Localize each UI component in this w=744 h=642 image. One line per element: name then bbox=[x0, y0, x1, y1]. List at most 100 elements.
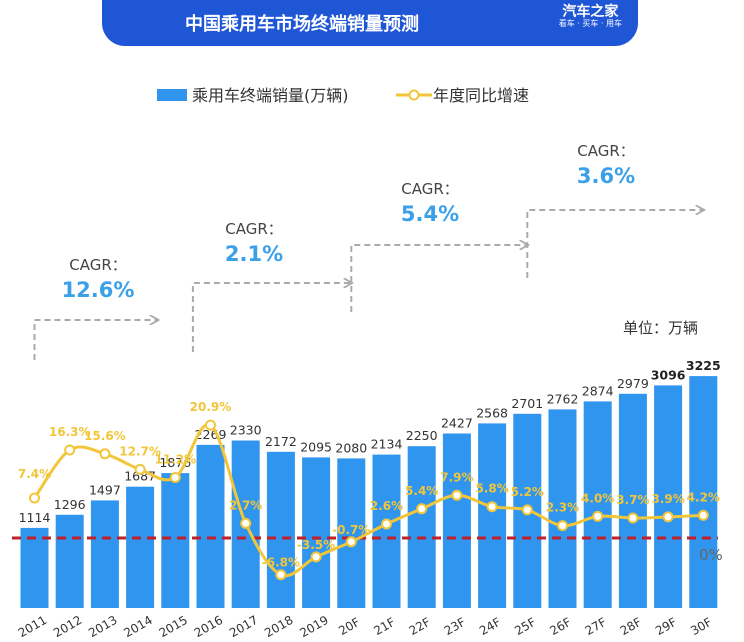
growth-value-label: 15.6% bbox=[84, 429, 126, 443]
x-tick-label: 2017 bbox=[227, 613, 260, 640]
x-tick-label: 2011 bbox=[16, 613, 49, 640]
cagr-label: CAGR： bbox=[69, 256, 127, 274]
bar-2012 bbox=[55, 514, 84, 608]
growth-value-label: 4.2% bbox=[687, 490, 720, 504]
growth-value-label: 2.3% bbox=[546, 501, 579, 515]
cagr-step-1 bbox=[33, 320, 158, 360]
bar-value-label: 2568 bbox=[476, 405, 508, 420]
growth-value-label: 5.2% bbox=[511, 485, 544, 499]
legend: 乘用车终端销量(万辆) 年度同比增速 bbox=[157, 86, 529, 105]
growth-point-2030F bbox=[697, 509, 709, 521]
growth-point-2019 bbox=[310, 551, 322, 563]
growth-point-2021F bbox=[381, 518, 392, 530]
bar-2026F bbox=[548, 409, 577, 608]
cagr-annotations: CAGR： 12.6% CAGR： 2.1% CAGR： 5.4% CAGR： 3.6% bbox=[33, 142, 704, 360]
x-tick-label: 2014 bbox=[121, 613, 154, 640]
logo-main-text: 汽车之家 bbox=[562, 4, 619, 20]
cagr-label: CAGR： bbox=[401, 180, 459, 198]
bar-2013 bbox=[90, 500, 119, 608]
bar-value-label: 2134 bbox=[371, 437, 403, 452]
growth-value-label: -6.8% bbox=[262, 556, 300, 570]
bar-2029F bbox=[654, 385, 683, 608]
x-tick-label: 2019 bbox=[297, 613, 330, 640]
growth-value-label: 7.4% bbox=[18, 467, 51, 481]
growth-point-2018 bbox=[275, 569, 287, 581]
x-tick-label: 21F bbox=[371, 615, 397, 638]
growth-value-label: -0.7% bbox=[332, 523, 370, 537]
x-tick-label: 2013 bbox=[86, 613, 119, 640]
x-tick-label: 2015 bbox=[157, 613, 190, 640]
bar-2027F bbox=[583, 401, 612, 608]
bar-2021F bbox=[372, 454, 401, 608]
growth-point-2024F bbox=[486, 501, 498, 513]
logo-sub-text: 看车 · 买车 · 用车 bbox=[558, 19, 622, 29]
autohome-logo: 汽车之家 看车 · 买车 · 用车 bbox=[558, 4, 622, 29]
bar-value-label: 2095 bbox=[300, 439, 332, 454]
growth-point-2015 bbox=[169, 472, 181, 483]
growth-value-label: -3.5% bbox=[297, 538, 335, 552]
x-tick-label: 2018 bbox=[262, 613, 295, 640]
growth-value-label: 3.9% bbox=[651, 492, 684, 506]
x-tick-label: 28F bbox=[618, 615, 644, 638]
bar-2019 bbox=[302, 457, 331, 608]
cagr-label: CAGR： bbox=[577, 142, 635, 160]
growth-point-2014 bbox=[134, 463, 146, 475]
cagr-value: 2.1% bbox=[225, 242, 283, 266]
growth-value-label: 3.7% bbox=[616, 493, 649, 507]
x-tick-label: 24F bbox=[477, 615, 503, 638]
growth-value-label: 2.7% bbox=[229, 498, 262, 512]
cagr-label: CAGR： bbox=[225, 220, 283, 238]
x-tick-label: 26F bbox=[547, 615, 573, 638]
cagr-value: 5.4% bbox=[401, 202, 459, 226]
x-tick-label: 20F bbox=[336, 615, 362, 638]
bar-2022F bbox=[407, 446, 436, 608]
growth-value-label: 16.3% bbox=[49, 425, 91, 439]
bar-value-label: 2427 bbox=[441, 416, 473, 431]
growth-point-2017 bbox=[240, 517, 252, 529]
bar-value-label: 1296 bbox=[54, 497, 86, 512]
title-banner: 中国乘用车市场终端销量预测 汽车之家 看车 · 买车 · 用车 bbox=[102, 0, 638, 46]
bar-2014 bbox=[126, 486, 155, 608]
growth-point-2026F bbox=[557, 520, 568, 532]
x-tick-label: 2012 bbox=[51, 613, 84, 640]
x-tick-label: 22F bbox=[407, 615, 433, 638]
growth-value-label: 7.9% bbox=[440, 470, 473, 484]
growth-point-2012 bbox=[64, 444, 76, 456]
x-tick-label: 2016 bbox=[192, 613, 225, 640]
unit-label: 单位：万辆 bbox=[623, 319, 698, 337]
legend-line-marker bbox=[408, 89, 420, 101]
growth-value-label: 12.7% bbox=[119, 444, 161, 458]
bar-2030F bbox=[689, 376, 718, 608]
growth-point-2028F bbox=[627, 512, 639, 524]
bar-2011 bbox=[20, 527, 49, 608]
bar-2015 bbox=[161, 473, 190, 608]
growth-point-2022F bbox=[416, 503, 428, 515]
bar-value-label: 2172 bbox=[265, 434, 297, 449]
bar-2018 bbox=[266, 451, 295, 608]
zero-line-label: 0% bbox=[699, 546, 723, 564]
cagr-step-3 bbox=[350, 245, 527, 312]
bar-2024F bbox=[478, 423, 507, 608]
bar-2023F bbox=[442, 433, 471, 608]
growth-point-2013 bbox=[99, 448, 111, 460]
bar-value-label: 3096 bbox=[651, 367, 686, 382]
growth-value-label: 5.8% bbox=[475, 482, 508, 496]
bar-value-label: 2330 bbox=[230, 423, 262, 438]
x-tick-label: 23F bbox=[442, 615, 468, 638]
growth-value-label: 4.0% bbox=[581, 491, 614, 505]
cagr-step-2 bbox=[191, 283, 351, 352]
bar-value-label: 2701 bbox=[511, 396, 543, 411]
bar-value-label: 3225 bbox=[686, 358, 721, 373]
bar-value-label: 2874 bbox=[582, 383, 614, 398]
bar-2020F bbox=[337, 458, 366, 608]
bar-value-label: 1114 bbox=[19, 510, 51, 525]
cagr-step-4 bbox=[526, 210, 703, 278]
growth-value-label: 5.4% bbox=[405, 484, 438, 498]
growth-point-2023F bbox=[451, 489, 463, 501]
bar-value-label: 2762 bbox=[547, 391, 579, 406]
growth-line-series: 7.4% 16.3%15.6%12.7%11.2% 20.9% 2.7% -6.8% -3… bbox=[18, 400, 720, 581]
legend-bar-swatch bbox=[157, 89, 187, 101]
bar-value-label: 2080 bbox=[335, 440, 367, 455]
